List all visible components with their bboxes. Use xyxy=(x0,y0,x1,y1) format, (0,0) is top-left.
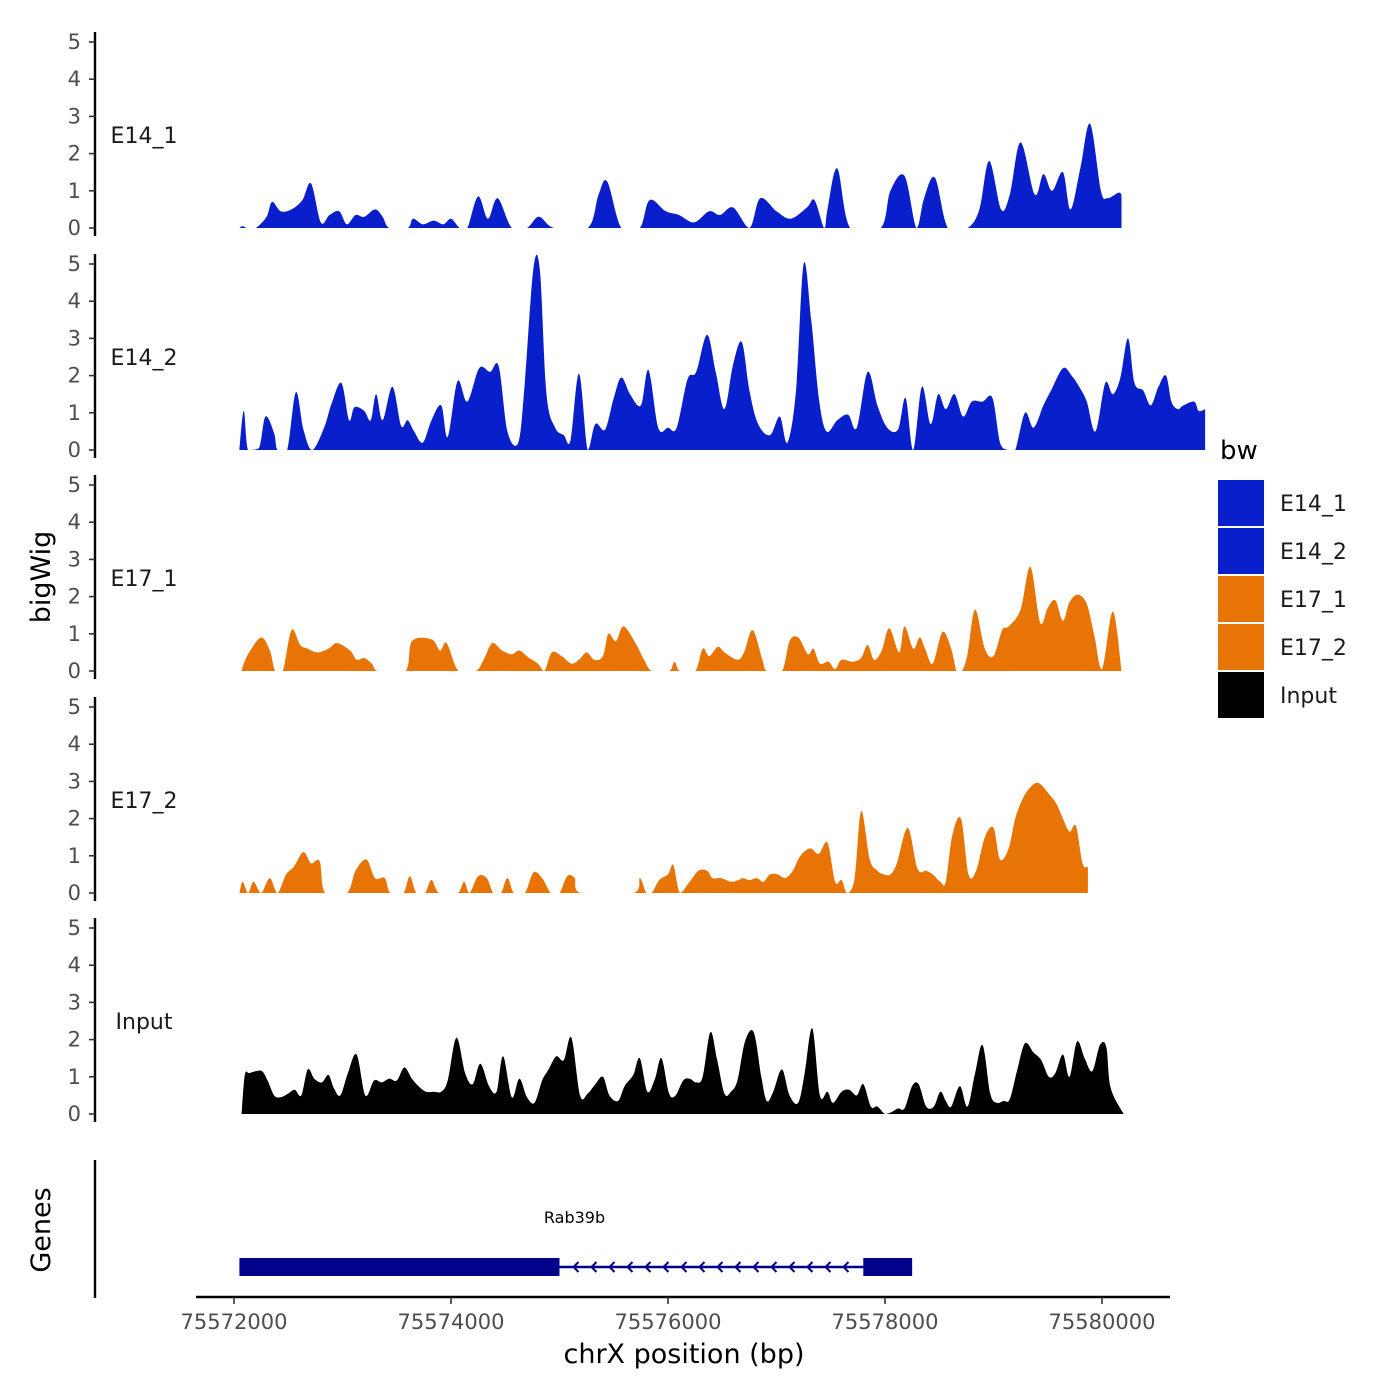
legend-label-e14-1: E14_1 xyxy=(1280,492,1347,517)
y-tick-label: 4 xyxy=(68,732,81,756)
y-tick-label: 1 xyxy=(68,401,81,425)
x-tick-label: 75572000 xyxy=(181,1310,288,1334)
y-tick-label: 0 xyxy=(68,1102,81,1126)
strand-arrow xyxy=(608,1261,616,1273)
y-tick-label: 4 xyxy=(68,953,81,977)
track-panel-e14-2: 0 1 2 3 4 5 E14_2 xyxy=(68,252,1206,462)
x-axis-title: chrX position (bp) xyxy=(563,1339,804,1370)
y-tick-label: 4 xyxy=(68,510,81,534)
y-tick-label: 1 xyxy=(68,844,81,868)
y-tick-label: 0 xyxy=(68,216,81,240)
track-label-e14-1: E14_1 xyxy=(111,124,178,149)
y-tick-label: 3 xyxy=(68,990,81,1014)
legend-label-e14-2: E14_2 xyxy=(1280,540,1347,565)
strand-arrow xyxy=(770,1261,778,1273)
strand-arrow xyxy=(824,1261,832,1273)
gene-panel: Rab39b xyxy=(93,1160,913,1298)
strand-arrow xyxy=(680,1261,688,1273)
legend: bw E14_1 E14_2 E17_1 E17_2 Input xyxy=(1218,436,1347,718)
gene-exon xyxy=(863,1258,913,1276)
legend-swatch-e17-1 xyxy=(1218,576,1264,622)
y-tick-label: 1 xyxy=(68,179,81,203)
y-tick-label: 1 xyxy=(68,1065,81,1089)
y-tick-label: 2 xyxy=(68,585,81,609)
genes-track-title: Genes xyxy=(26,1187,57,1272)
x-tick-label: 75576000 xyxy=(615,1310,722,1334)
track-label-e17-2: E17_2 xyxy=(111,789,178,814)
y-tick-label: 3 xyxy=(68,326,81,350)
y-tick-label: 2 xyxy=(68,1028,81,1052)
y-tick-label: 1 xyxy=(68,622,81,646)
legend-label-input: Input xyxy=(1280,684,1337,709)
signal-area-e14-2 xyxy=(239,254,1206,450)
track-panels: 0 1 2 3 4 5 E14_1 0 1 2 3 4 5 E14_2 0 1 2 3 4 5 E17_1 0 1 2 3 4 5 E… xyxy=(68,30,1206,1126)
y-tick-label: 5 xyxy=(68,473,81,497)
y-tick-label: 4 xyxy=(68,289,81,313)
gene-rab39b: Rab39b xyxy=(239,1208,913,1276)
strand-arrow xyxy=(734,1261,742,1273)
track-label-e14-2: E14_2 xyxy=(111,346,178,371)
strand-arrow xyxy=(662,1261,670,1273)
gene-label: Rab39b xyxy=(544,1208,605,1227)
track-label-input: Input xyxy=(116,1010,173,1035)
track-panel-e14-1: 0 1 2 3 4 5 E14_1 xyxy=(68,30,1122,240)
legend-swatch-input xyxy=(1218,672,1264,718)
y-tick-label: 3 xyxy=(68,769,81,793)
strand-arrow xyxy=(716,1261,724,1273)
strand-arrow xyxy=(842,1261,850,1273)
x-tick-label: 75574000 xyxy=(398,1310,505,1334)
strand-arrow xyxy=(698,1261,706,1273)
legend-label-e17-1: E17_1 xyxy=(1280,588,1347,613)
strand-arrow xyxy=(644,1261,652,1273)
legend-swatch-e17-2 xyxy=(1218,624,1264,670)
signal-area-e17-1 xyxy=(241,566,1122,671)
x-tick-label: 75578000 xyxy=(832,1310,939,1334)
y-tick-label: 3 xyxy=(68,104,81,128)
legend-title: bw xyxy=(1220,436,1258,466)
x-axis: 75572000 75574000 75576000 75578000 75580000 xyxy=(181,1295,1170,1334)
strand-arrow xyxy=(806,1261,814,1273)
y-tick-label: 5 xyxy=(68,30,81,54)
y-tick-label: 2 xyxy=(68,142,81,166)
y-tick-label: 3 xyxy=(68,547,81,571)
y-tick-label: 2 xyxy=(68,364,81,388)
gene-exon xyxy=(239,1258,560,1276)
signal-area-input xyxy=(241,1028,1124,1114)
signal-area-e14-1 xyxy=(239,123,1122,228)
track-panel-e17-1: 0 1 2 3 4 5 E17_1 xyxy=(68,473,1122,683)
y-tick-label: 0 xyxy=(68,659,81,683)
y-tick-label: 2 xyxy=(68,807,81,831)
x-tick-label: 75580000 xyxy=(1049,1310,1156,1334)
y-tick-label: 5 xyxy=(68,252,81,276)
track-panel-input: 0 1 2 3 4 5 Input xyxy=(68,916,1124,1126)
y-tick-label: 4 xyxy=(68,67,81,91)
strand-arrow xyxy=(626,1261,634,1273)
y-tick-label: 5 xyxy=(68,916,81,940)
y-axis-title: bigWig xyxy=(26,531,57,624)
strand-arrow xyxy=(788,1261,796,1273)
strand-arrow xyxy=(572,1261,580,1273)
track-label-e17-1: E17_1 xyxy=(111,567,178,592)
strand-arrow xyxy=(752,1261,760,1273)
y-tick-label: 5 xyxy=(68,695,81,719)
legend-label-e17-2: E17_2 xyxy=(1280,636,1347,661)
track-panel-e17-2: 0 1 2 3 4 5 E17_2 xyxy=(68,695,1088,905)
legend-swatch-e14-2 xyxy=(1218,528,1264,574)
legend-swatch-e14-1 xyxy=(1218,480,1264,526)
y-tick-label: 0 xyxy=(68,881,81,905)
y-tick-label: 0 xyxy=(68,438,81,462)
signal-area-e17-2 xyxy=(239,782,1088,893)
strand-arrow xyxy=(590,1261,598,1273)
